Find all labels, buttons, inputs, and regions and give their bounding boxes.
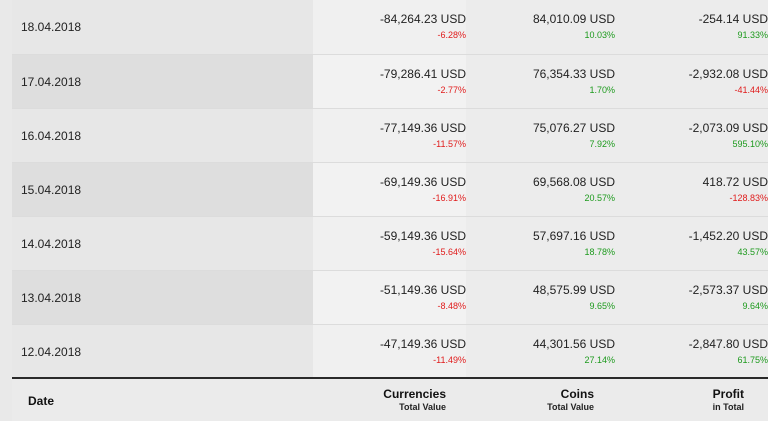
currencies-change: -11.57% xyxy=(433,139,466,149)
profit-value: -1,452.20 USD xyxy=(688,229,768,243)
coins-value: 84,010.09 USD xyxy=(532,12,615,26)
currencies-change: -2.77% xyxy=(437,85,466,95)
profit-change: -128.83% xyxy=(729,193,768,203)
profit-value: 418.72 USD xyxy=(702,175,768,189)
coins-change: 27.14% xyxy=(584,355,615,365)
currencies-cell: -47,149.36 USD -11.49% xyxy=(313,325,466,378)
row-date: 18.04.2018 xyxy=(21,20,82,34)
coins-value: 57,697.16 USD xyxy=(532,229,615,243)
coins-cell: 44,301.56 USD 27.14% xyxy=(466,325,615,378)
column-header-currencies[interactable]: Currencies Total Value xyxy=(383,387,446,414)
profit-change: 43.57% xyxy=(737,247,768,257)
table-row[interactable]: 14.04.2018 -59,149.36 USD -15.64% 57,697… xyxy=(12,217,768,271)
column-header-profit-title: Profit xyxy=(712,387,744,401)
row-date: 17.04.2018 xyxy=(21,74,82,89)
coins-change: 7.92% xyxy=(589,139,615,149)
currencies-value: -69,149.36 USD xyxy=(379,175,466,189)
currencies-change: -6.28% xyxy=(437,30,466,40)
currencies-cell: -51,149.36 USD -8.48% xyxy=(313,271,466,324)
table-row[interactable]: 18.04.2018 -84,264.23 USD -6.28% 84,010.… xyxy=(12,0,768,55)
column-header-currencies-title: Currencies xyxy=(383,387,446,401)
coins-cell: 69,568.08 USD 20.57% xyxy=(466,163,615,216)
table-row[interactable]: 16.04.2018 -77,149.36 USD -11.57% 75,076… xyxy=(12,109,768,163)
coins-change: 9.65% xyxy=(589,301,615,311)
currencies-cell: -59,149.36 USD -15.64% xyxy=(313,217,466,270)
profit-cell: -2,932.08 USD -41.44% xyxy=(615,55,768,108)
column-header-profit-sub: in Total xyxy=(712,402,744,412)
coins-cell: 48,575.99 USD 9.65% xyxy=(466,271,615,324)
currencies-change: -11.49% xyxy=(433,355,466,365)
row-date: 13.04.2018 xyxy=(21,290,82,305)
column-header-currencies-sub: Total Value xyxy=(399,402,446,412)
currencies-value: -79,286.41 USD xyxy=(379,67,466,81)
currencies-cell: -69,149.36 USD -16.91% xyxy=(313,163,466,216)
profit-value: -2,932.08 USD xyxy=(688,67,768,81)
profit-cell: -2,847.80 USD 61.75% xyxy=(615,325,768,378)
currencies-cell: -77,149.36 USD -11.57% xyxy=(313,109,466,162)
date-cell: 18.04.2018 xyxy=(12,0,313,54)
coins-change: 1.70% xyxy=(589,85,615,95)
column-header-coins-sub: Total Value xyxy=(547,402,594,412)
table-row[interactable]: 17.04.2018 -79,286.41 USD -2.77% 76,354.… xyxy=(12,55,768,109)
table-row[interactable]: 12.04.2018 -47,149.36 USD -11.49% 44,301… xyxy=(12,325,768,379)
currencies-change: -16.91% xyxy=(432,193,466,203)
currencies-cell: -84,264.23 USD -6.28% xyxy=(313,0,466,54)
profit-change: -41.44% xyxy=(734,85,768,95)
profit-change: 61.75% xyxy=(737,355,768,365)
date-cell: 15.04.2018 xyxy=(12,163,313,216)
coins-cell: 75,076.27 USD 7.92% xyxy=(466,109,615,162)
column-header-date[interactable]: Date xyxy=(28,394,55,408)
date-cell: 13.04.2018 xyxy=(12,271,313,324)
row-date: 12.04.2018 xyxy=(21,344,82,359)
table-row[interactable]: 15.04.2018 -69,149.36 USD -16.91% 69,568… xyxy=(12,163,768,217)
currencies-cell: -79,286.41 USD -2.77% xyxy=(313,55,466,108)
coins-value: 44,301.56 USD xyxy=(532,337,615,351)
currencies-change: -15.64% xyxy=(432,247,466,257)
profit-cell: 418.72 USD -128.83% xyxy=(615,163,768,216)
profit-cell: -2,073.09 USD 595.10% xyxy=(615,109,768,162)
profit-cell: -2,573.37 USD 9.64% xyxy=(615,271,768,324)
coins-value: 76,354.33 USD xyxy=(532,67,615,81)
profit-value: -2,573.37 USD xyxy=(688,283,768,297)
profit-change: 91.33% xyxy=(737,30,768,40)
coins-cell: 57,697.16 USD 18.78% xyxy=(466,217,615,270)
column-header-profit[interactable]: Profit in Total xyxy=(713,387,744,414)
profit-cell: -254.14 USD 91.33% xyxy=(615,0,768,54)
currencies-value: -77,149.36 USD xyxy=(379,121,466,135)
profit-change: 595.10% xyxy=(732,139,768,149)
coins-change: 18.78% xyxy=(584,247,615,257)
column-header-coins-title: Coins xyxy=(560,387,594,401)
table-row[interactable]: 13.04.2018 -51,149.36 USD -8.48% 48,575.… xyxy=(12,271,768,325)
column-header-coins[interactable]: Coins Total Value xyxy=(547,387,594,414)
table-header: Date Currencies Total Value Coins Total … xyxy=(12,377,768,421)
coins-cell: 84,010.09 USD 10.03% xyxy=(466,0,615,54)
currencies-value: -47,149.36 USD xyxy=(379,337,466,351)
coins-value: 75,076.27 USD xyxy=(532,121,615,135)
date-cell: 16.04.2018 xyxy=(12,109,313,162)
profit-value: -2,073.09 USD xyxy=(688,121,768,135)
currencies-value: -59,149.36 USD xyxy=(379,229,466,243)
date-cell: 12.04.2018 xyxy=(12,325,313,378)
profit-change: 9.64% xyxy=(742,301,768,311)
date-cell: 14.04.2018 xyxy=(12,217,313,270)
profit-value: -2,847.80 USD xyxy=(688,337,768,351)
row-date: 14.04.2018 xyxy=(21,236,82,251)
coins-value: 48,575.99 USD xyxy=(532,283,615,297)
coins-change: 10.03% xyxy=(584,30,615,40)
coins-change: 20.57% xyxy=(584,193,615,203)
coins-cell: 76,354.33 USD 1.70% xyxy=(466,55,615,108)
currencies-change: -8.48% xyxy=(437,301,466,311)
profit-value: -254.14 USD xyxy=(698,12,768,26)
currencies-value: -51,149.36 USD xyxy=(379,283,466,297)
coins-value: 69,568.08 USD xyxy=(532,175,615,189)
history-table: 18.04.2018 -84,264.23 USD -6.28% 84,010.… xyxy=(12,0,768,379)
row-date: 16.04.2018 xyxy=(21,128,82,143)
profit-cell: -1,452.20 USD 43.57% xyxy=(615,217,768,270)
currencies-value: -84,264.23 USD xyxy=(379,12,466,26)
date-cell: 17.04.2018 xyxy=(12,55,313,108)
row-date: 15.04.2018 xyxy=(21,182,82,197)
